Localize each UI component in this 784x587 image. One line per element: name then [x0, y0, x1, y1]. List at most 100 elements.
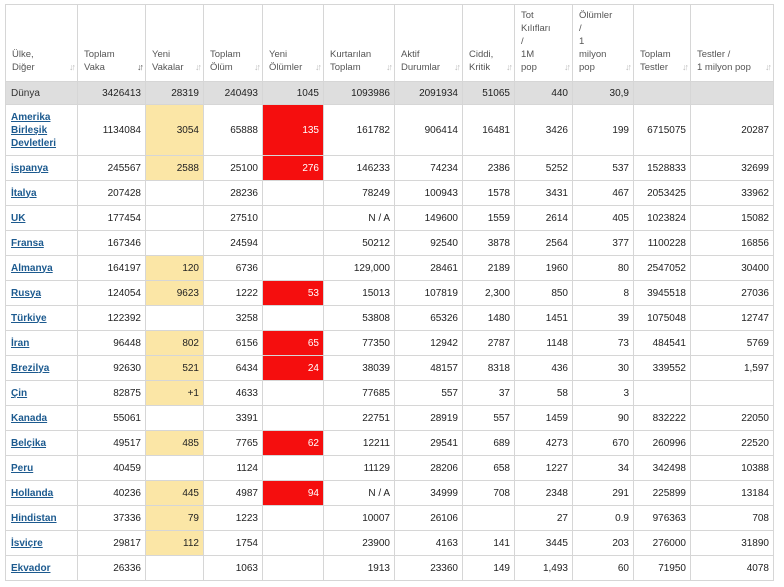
column-header-total-deaths[interactable]: Toplam Ölüm ↓↑: [203, 4, 263, 82]
cell-total-cases: 82875: [77, 380, 146, 406]
cell-country: Türkiye: [5, 305, 78, 331]
cell-deaths-per-1m: 405: [572, 205, 634, 231]
cell-total-cases: 40459: [77, 455, 146, 481]
cell-tests-per-1m: 1,597: [690, 355, 774, 381]
column-header-new-cases[interactable]: Yeni Vakalar ↓↑: [145, 4, 204, 82]
cell-cases-per-1m: 2614: [514, 205, 573, 231]
table-row: Amerika Birleşik Devletleri 1134084 3054 65…: [5, 104, 774, 156]
cell-total-deaths: 3258: [203, 305, 263, 331]
column-header-label: Yeni: [269, 49, 288, 60]
cell-tests-per-1m: 16856: [690, 230, 774, 256]
column-header-label: Durumlar: [401, 62, 441, 73]
cell-new-cases: [145, 405, 204, 431]
table-row: Ekvador 26336 1063 1913 23360 149 1,493 60 71950…: [5, 555, 774, 581]
column-header-deaths-per-1m[interactable]: Ölümler / 1 milyon pop ↓↑: [572, 4, 634, 82]
cell-cases-per-1m: 2348: [514, 480, 573, 506]
country-link[interactable]: Hindistan: [11, 512, 57, 524]
cell-new-cases: [145, 180, 204, 206]
country-link[interactable]: Ekvador: [11, 562, 51, 574]
sort-arrows-icon[interactable]: ↓↑: [564, 62, 571, 72]
cell-new-deaths: 94: [262, 480, 324, 506]
column-header-label: Diğer: [12, 62, 35, 73]
cell-serious: 658: [462, 455, 515, 481]
cell-total-recovered: 15013: [323, 280, 395, 306]
cell-deaths-per-1m: 291: [572, 480, 634, 506]
country-link[interactable]: Peru: [11, 462, 34, 474]
cell-cases-per-1m: 1148: [514, 330, 573, 356]
country-link[interactable]: Belçika: [11, 437, 47, 449]
column-header-serious-critical[interactable]: Ciddi, Kritik ↓↑: [462, 4, 515, 82]
country-link[interactable]: Fransa: [11, 237, 44, 249]
cell-serious: 1578: [462, 180, 515, 206]
table-row: Almanya 164197 120 6736 129,000 28461 2189 1960…: [5, 255, 774, 281]
column-header-active-cases[interactable]: Aktif Durumlar ↓↑: [394, 4, 463, 82]
table-row: Hollanda 40236 445 4987 94 N / A 34999 708 2348 2…: [5, 480, 774, 506]
cell-new-cases: 3054: [145, 104, 204, 156]
column-header-total-recovered[interactable]: Kurtarılan Toplam ↓↑: [323, 4, 395, 82]
cell-total-tests: 2547052: [633, 255, 691, 281]
sort-arrows-icon[interactable]: ↓↑: [254, 62, 261, 72]
sort-arrows-icon[interactable]: ↓↑: [386, 62, 393, 72]
cell-new-cases: 9623: [145, 280, 204, 306]
column-header-country[interactable]: Ülke, Diğer ↓↑: [5, 4, 78, 82]
sort-arrows-icon[interactable]: ↓↑: [625, 62, 632, 72]
sort-descending-icon[interactable]: ↓↑: [137, 62, 144, 72]
sort-arrows-icon[interactable]: ↓↑: [315, 62, 322, 72]
sort-arrows-icon[interactable]: ↓↑: [682, 62, 689, 72]
cell-active-cases: 34999: [394, 480, 463, 506]
cell-deaths-per-1m: 60: [572, 555, 634, 581]
table-row: UK 177454 27510 N / A 149600 1559 2614 405 10238…: [5, 205, 774, 231]
cell-total-cases: 55061: [77, 405, 146, 431]
country-link[interactable]: Almanya: [11, 262, 53, 274]
cell-new-cases: 802: [145, 330, 204, 356]
country-link[interactable]: İtalya: [11, 187, 37, 199]
cell-serious: 16481: [462, 104, 515, 156]
country-link[interactable]: İsviçre: [11, 537, 43, 549]
cell-tests-per-1m: 708: [690, 505, 774, 531]
cell-total-recovered: N / A: [323, 480, 395, 506]
column-header-label: 1M: [521, 49, 535, 60]
table-row: Rusya 124054 9623 1222 53 15013 107819 2,300 850…: [5, 280, 774, 306]
column-header-label: Ülke,: [12, 49, 34, 60]
column-header-cases-per-1m[interactable]: Tot Kılıfları / 1M pop ↓↑: [514, 4, 573, 82]
country-link[interactable]: Kanada: [11, 412, 48, 424]
country-link[interactable]: Amerika Birleşik Devletleri: [11, 111, 57, 149]
sort-arrows-icon[interactable]: ↓↑: [69, 62, 76, 72]
country-link[interactable]: Rusya: [11, 287, 42, 299]
cell-tests-per-1m: 30400: [690, 255, 774, 281]
cell-tests-per-1m: 31890: [690, 530, 774, 556]
column-header-label: Aktif: [401, 49, 420, 60]
country-link[interactable]: Türkiye: [11, 312, 47, 324]
column-header-new-deaths[interactable]: Yeni Ölümler ↓↑: [262, 4, 324, 82]
cell-new-cases: [145, 455, 204, 481]
sort-arrows-icon[interactable]: ↓↑: [195, 62, 202, 72]
cell-total-tests: 832222: [633, 405, 691, 431]
cell-tests-per-1m: 4078: [690, 555, 774, 581]
cell-total-deaths: 6736: [203, 255, 263, 281]
sort-arrows-icon[interactable]: ↓↑: [765, 62, 772, 72]
cell-new-cases: 2588: [145, 155, 204, 181]
column-header-tests-per-1m[interactable]: Testler / 1 milyon pop ↓↑: [690, 4, 774, 82]
sort-arrows-icon[interactable]: ↓↑: [506, 62, 513, 72]
cell-total-recovered: 22751: [323, 405, 395, 431]
sort-arrows-icon[interactable]: ↓↑: [454, 62, 461, 72]
cell-total-cases: 124054: [77, 280, 146, 306]
cell-total-cases: 49517: [77, 430, 146, 456]
country-link[interactable]: Çin: [11, 387, 28, 399]
column-header-total-tests[interactable]: Toplam Testler ↓↑: [633, 4, 691, 82]
cell-tests-per-1m: 10388: [690, 455, 774, 481]
table-row: İsviçre 29817 112 1754 23900 4163 141 3445 203 27…: [5, 530, 774, 556]
cell-cases-per-1m: 3426: [514, 104, 573, 156]
country-link[interactable]: Hollanda: [11, 487, 54, 499]
cell-active-cases: 74234: [394, 155, 463, 181]
cell-country: Belçika: [5, 430, 78, 456]
country-link[interactable]: İran: [11, 337, 30, 349]
cell-total-deaths: 6434: [203, 355, 263, 381]
country-link[interactable]: Brezilya: [11, 362, 50, 374]
column-header-total-cases[interactable]: Toplam Vaka ↓↑: [77, 4, 146, 82]
cell-deaths-per-1m: 34: [572, 455, 634, 481]
cell-deaths-per-1m: 467: [572, 180, 634, 206]
country-link[interactable]: ispanya: [11, 162, 49, 174]
country-link[interactable]: UK: [11, 212, 26, 224]
cell-total-recovered: 53808: [323, 305, 395, 331]
